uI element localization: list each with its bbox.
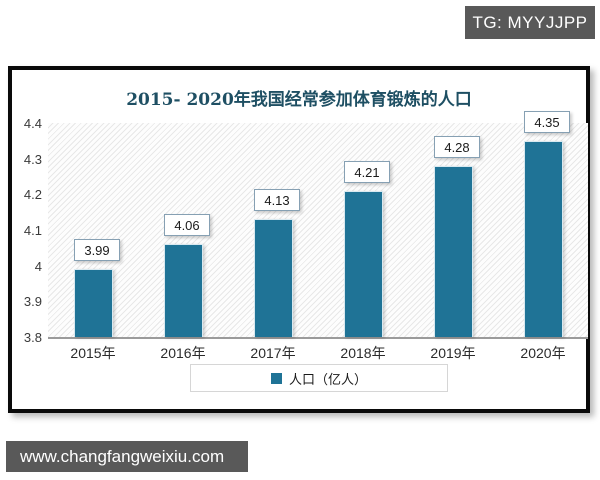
bar-value-label: 4.06: [164, 214, 210, 236]
x-tick-label: 2017年: [250, 345, 296, 361]
bar: [523, 141, 563, 337]
bar-value-label: 4.35: [524, 111, 570, 133]
tg-badge: TG: MYYJJPP: [465, 6, 595, 39]
x-tick-label: 2018年: [340, 345, 386, 361]
legend-marker-icon: [270, 372, 282, 384]
bar: [343, 191, 383, 337]
y-tick-label: 4.1: [23, 223, 42, 238]
chart-title: 2015- 2020年我国经常参加体育锻炼的人口: [126, 90, 472, 110]
x-tick-label: 2020年: [520, 345, 566, 361]
bar: [163, 244, 203, 337]
bar-value-label: 4.13: [254, 189, 300, 211]
chart-frame: 2015- 2020年我国经常参加体育锻炼的人口 3.8 3.9 4 4.1 4.2 4.…: [8, 66, 590, 413]
x-tick-label: 2015年: [70, 345, 116, 361]
y-tick-label: 4.4: [23, 116, 42, 131]
bar-value-label: 4.28: [434, 136, 480, 158]
legend: 人口（亿人）: [190, 364, 448, 392]
x-tick-label: 2019年: [430, 345, 476, 361]
plot-area: 3.99 4.06 4.13 4.21 4.28 4.35: [48, 111, 588, 339]
bar: [253, 219, 293, 337]
bar: [73, 269, 113, 337]
bar: [433, 166, 473, 337]
y-tick-label: 4: [34, 258, 42, 274]
x-tick-label: 2016年: [160, 345, 206, 361]
watermark-bar: www.changfangweixiu.com: [6, 441, 248, 472]
y-tick-label: 4.2: [23, 187, 42, 203]
bar-value-label: 3.99: [74, 239, 120, 261]
bar-value-label: 4.21: [344, 161, 390, 183]
y-tick-label: 4.3: [23, 151, 42, 167]
legend-label: 人口（亿人）: [288, 371, 367, 387]
y-tick-label: 3.9: [23, 294, 42, 310]
y-tick-label: 3.8: [23, 330, 42, 345]
